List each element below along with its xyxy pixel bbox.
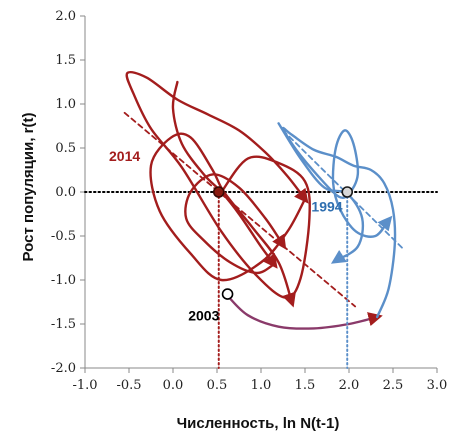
x-tick-label: -0.5 [116,378,141,393]
annotation-2014: 2014 [109,148,140,164]
x-tick-label: 1.5 [295,378,316,393]
y-tick-label: 2.0 [55,9,76,24]
annotation-1994: 1994 [311,198,342,214]
x-tick-label: 0.5 [207,378,228,393]
x-tick-label: 3.0 [427,378,448,393]
trajectory-series-1 [149,132,307,308]
x-tick-label: 2.0 [339,378,360,393]
x-tick-label: -1.0 [72,378,97,393]
y-tick-label: -1.0 [51,273,76,288]
y-tick-label: 0.0 [55,185,76,200]
y-tick-label: 1.5 [55,53,76,68]
trajectory-series-3 [184,173,287,275]
y-tick-label: 0.5 [55,141,76,156]
marker-point-2003 [221,288,234,300]
marker-center-2014 [212,186,225,198]
trajectory-series-7 [281,126,397,319]
y-tick-label: -2.0 [51,361,76,376]
annotation-2003: 2003 [188,307,219,323]
trajectory-series-6 [226,294,383,330]
x-axis-title: Численность, ln N(t-1) [177,415,340,432]
y-tick-label: -1.5 [51,317,76,332]
trajectory-series-4 [123,111,357,308]
x-tick-label: 1.0 [251,378,272,393]
plot-area: -1.0 -0.5 0.0 0.5 1.0 1.5 2.0 2.5 3.0 2.0 1.5 1.0 0.… [51,9,447,393]
y-axis-title: Рост популяции, r(t) [20,113,37,262]
x-tick-label: 2.5 [383,378,404,393]
x-tick-label: 0.0 [163,378,184,393]
y-tick-label: 1.0 [55,97,76,112]
marker-center-1994 [341,186,354,198]
y-tick-label: -0.5 [51,229,76,244]
trajectory-series-2 [171,80,278,269]
